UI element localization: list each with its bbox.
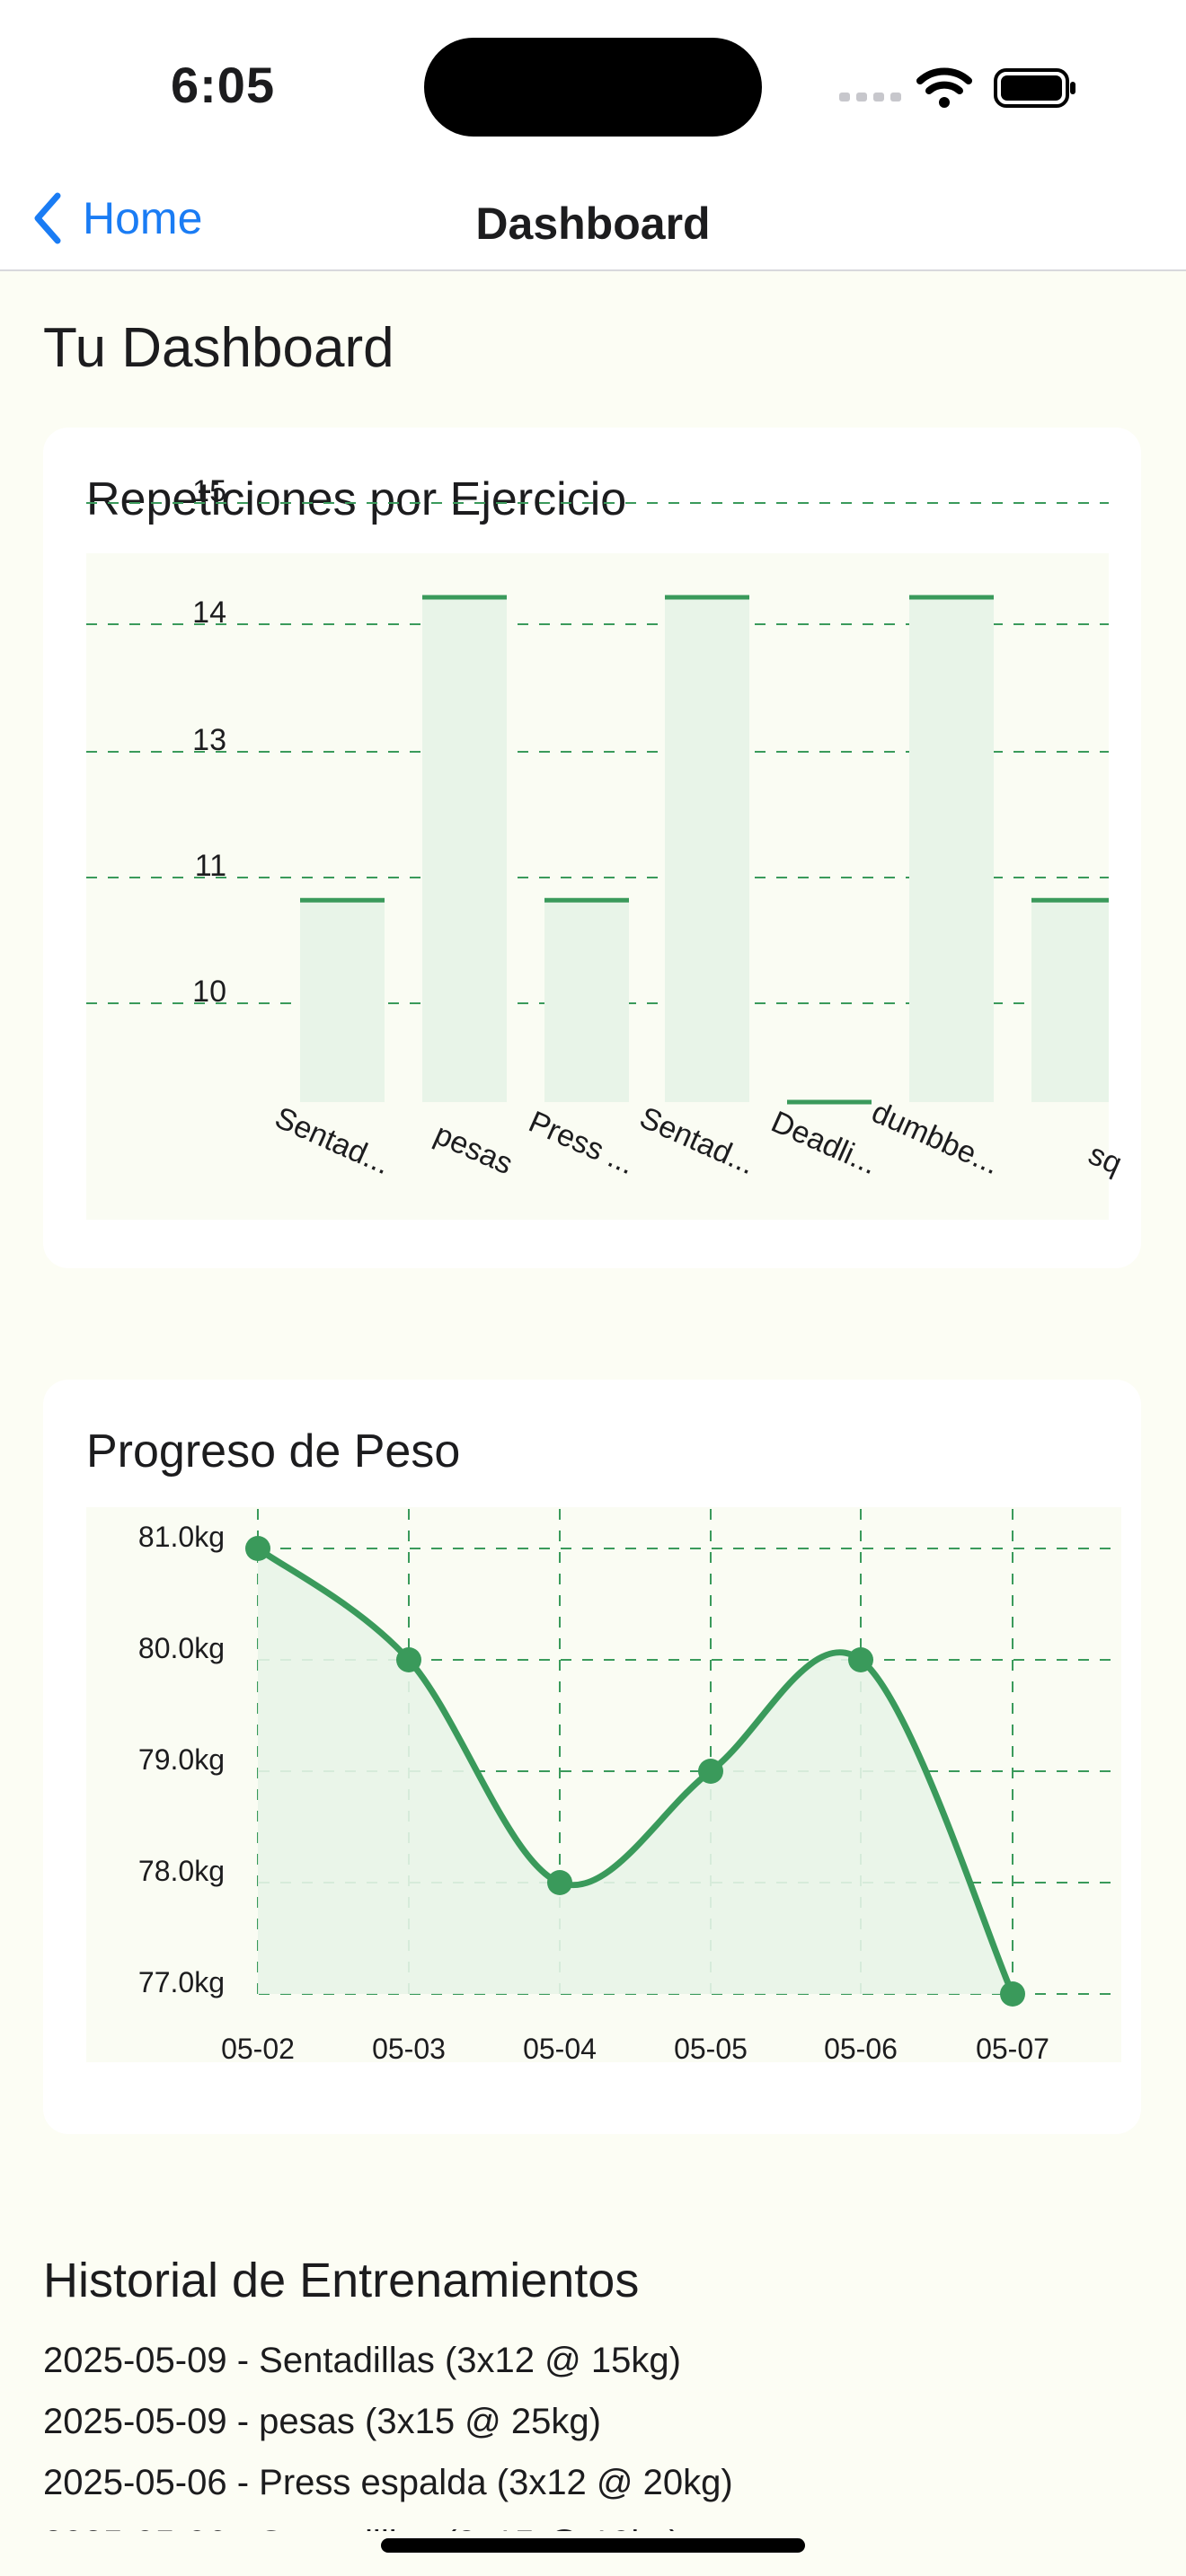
x-tick-label: 05-05 (674, 2033, 748, 2065)
wifi-icon (916, 67, 972, 108)
reps-chart-title: Repeticiones por Ejercicio (86, 473, 627, 525)
history-title: Historial de Entrenamientos (43, 2254, 640, 2307)
bar (1031, 900, 1109, 1102)
bar (300, 900, 385, 1102)
bar (422, 597, 507, 1102)
y-tick-label: 15 (192, 474, 226, 508)
weight-chart-title: Progreso de Peso (86, 1425, 461, 1478)
bar (665, 597, 749, 1102)
status-time: 6:05 (171, 57, 276, 113)
home-indicator (381, 2538, 805, 2553)
y-tick-label: 79.0kg (138, 1743, 225, 1776)
reps-chart-card: Repeticiones por Ejercicio 10 11 13 14 15 Sen… (43, 428, 1141, 1268)
y-tick-label: 77.0kg (138, 1966, 225, 1998)
cellular-signal-icon (839, 93, 901, 101)
bar (909, 597, 994, 1102)
chevron-left-icon (34, 192, 61, 244)
y-tick-label: 14 (192, 595, 226, 630)
weight-line-chart: 77.0kg 78.0kg 79.0kg 80.0kg 81.0kg 05-02 05-03… (86, 1507, 1121, 2065)
weight-chart-card: Progreso de Peso 77.0kg 78.0kg 79.0kg 80.0k… (43, 1380, 1141, 2134)
y-tick-label: 81.0kg (138, 1521, 225, 1553)
y-tick-label: 13 (192, 723, 226, 757)
battery-icon (994, 68, 1075, 108)
area-fill (258, 1548, 1013, 1994)
x-tick-label: 05-02 (221, 2033, 295, 2065)
data-point (245, 1536, 270, 1561)
y-tick-label: 10 (192, 975, 226, 1009)
history-list[interactable]: 2025-05-09 - Sentadillas (3x12 @ 15kg) 2… (43, 2330, 1148, 2531)
data-point (848, 1647, 873, 1672)
y-tick-label: 78.0kg (138, 1855, 225, 1887)
bar (544, 900, 629, 1102)
back-button[interactable]: Home (32, 187, 202, 250)
history-item: 2025-05-06 - Press espalda (3x12 @ 20kg) (43, 2463, 733, 2502)
x-tick-label: 05-03 (372, 2033, 446, 2065)
nav-title: Dashboard (475, 198, 711, 249)
x-tick-label: 05-06 (824, 2033, 898, 2065)
y-tick-label: 11 (195, 849, 226, 883)
navigation-bar: Home Dashboard (0, 171, 1186, 271)
back-button-label: Home (83, 193, 203, 243)
history-item: 2025-05-06 - Sentadillas (3x15 @ 10kg) (43, 2513, 1148, 2531)
history-item: 2025-05-09 - pesas (3x15 @ 25kg) (43, 2402, 601, 2441)
x-tick-label: 05-04 (523, 2033, 597, 2065)
dynamic-island (424, 38, 762, 137)
y-tick-label: 80.0kg (138, 1632, 225, 1664)
data-point (698, 1759, 723, 1784)
data-point (547, 1870, 572, 1895)
data-point (1000, 1981, 1025, 2007)
status-bar: 6:05 (0, 0, 1186, 171)
x-tick-label: 05-07 (976, 2033, 1049, 2065)
history-item: 2025-05-09 - Sentadillas (3x12 @ 15kg) (43, 2341, 681, 2380)
data-point (396, 1647, 421, 1672)
page-title: Tu Dashboard (43, 317, 394, 379)
